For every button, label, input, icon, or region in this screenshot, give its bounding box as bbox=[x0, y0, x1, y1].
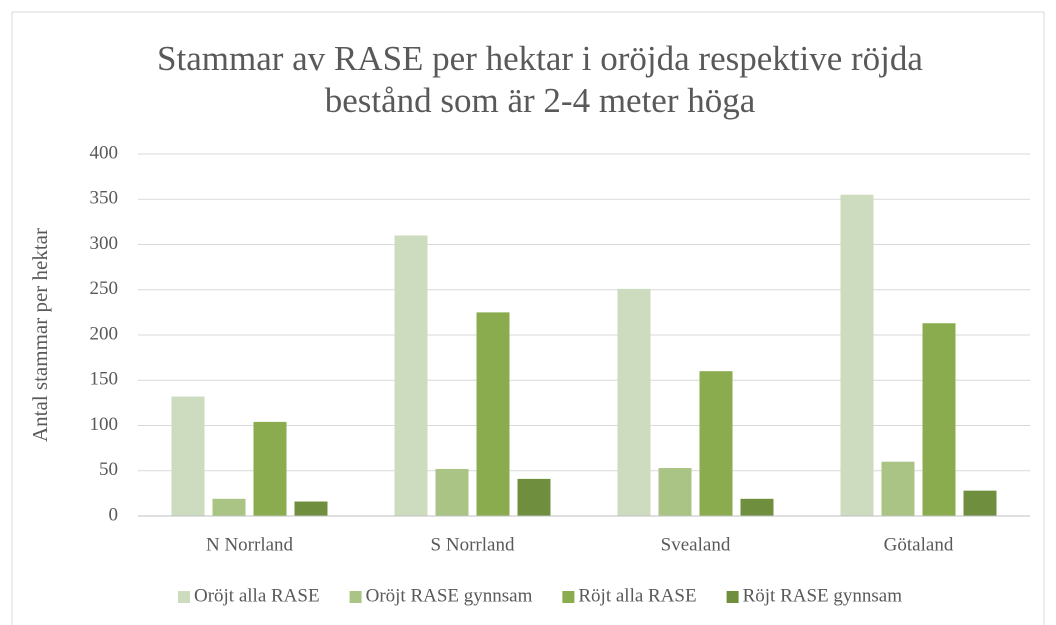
legend-swatch bbox=[177, 591, 190, 603]
x-tick-label: Svealand bbox=[661, 534, 731, 555]
bar bbox=[212, 498, 246, 516]
x-tick-label: S Norrland bbox=[431, 534, 515, 555]
x-tick-label: Götaland bbox=[884, 534, 954, 555]
bar bbox=[881, 461, 915, 516]
y-tick-label: 300 bbox=[90, 233, 119, 254]
bar bbox=[394, 235, 428, 516]
x-tick-label: N Norrland bbox=[206, 534, 294, 555]
legend-swatch bbox=[562, 591, 575, 603]
bar bbox=[617, 288, 651, 516]
legend-label: Oröjt RASE gynnsam bbox=[366, 585, 533, 606]
bar bbox=[658, 468, 692, 516]
y-tick-label: 150 bbox=[90, 369, 119, 390]
y-axis-label: Antal stammar per hektar bbox=[28, 228, 52, 442]
y-tick-label: 250 bbox=[90, 278, 119, 299]
y-tick-label: 200 bbox=[90, 323, 119, 344]
bar bbox=[517, 478, 551, 516]
legend-label: Röjt alla RASE bbox=[578, 585, 696, 606]
legend-label: Oröjt alla RASE bbox=[194, 585, 320, 606]
y-tick-label: 100 bbox=[90, 414, 119, 435]
legend-swatch bbox=[726, 591, 739, 603]
y-tick-label: 0 bbox=[109, 504, 119, 525]
bar bbox=[963, 490, 997, 516]
chart-border bbox=[11, 11, 1045, 625]
y-tick-label: 400 bbox=[90, 142, 119, 163]
bar bbox=[435, 468, 469, 516]
y-tick-label: 50 bbox=[99, 459, 118, 480]
y-tick-label: 350 bbox=[90, 188, 119, 209]
bar bbox=[171, 396, 205, 516]
bar bbox=[699, 371, 733, 516]
bar bbox=[740, 498, 774, 516]
legend-label: Röjt RASE gynnsam bbox=[743, 585, 903, 606]
bar bbox=[840, 194, 874, 516]
bar bbox=[253, 421, 287, 516]
bar bbox=[294, 501, 328, 516]
bar bbox=[922, 323, 956, 516]
legend-swatch bbox=[349, 591, 362, 603]
chart-title: Stammar av RASE per hektar i oröjda resp… bbox=[157, 39, 923, 120]
bar bbox=[476, 312, 510, 516]
